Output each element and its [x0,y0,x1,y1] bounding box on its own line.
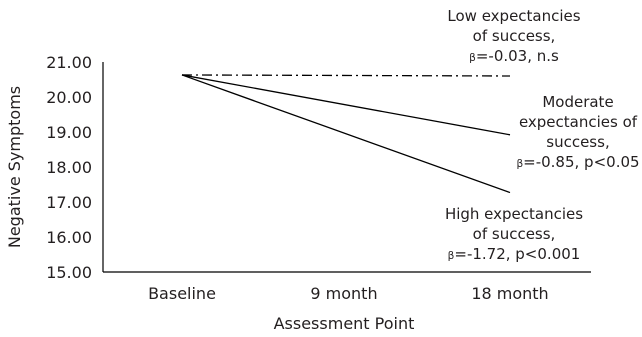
x-tick-label: Baseline [148,284,216,303]
series-annotation-3: High expectancies of success, β=-1.72, p<0… [445,205,583,263]
series-annotation-2: Moderate expectancies of success, β=-0.85, … [516,93,639,171]
axes: 15.00 16.00 17.00 18.00 19.00 20.00 21.00 Basel… [46,53,591,303]
series-line-1 [181,74,511,77]
y-tick-label: 16.00 [46,228,92,247]
y-tick-label: 21.00 [46,53,92,72]
y-tick-label: 15.00 [46,263,92,282]
y-axis-title: Negative Symptoms [5,86,24,248]
x-tick-label: 18 month [471,284,548,303]
series-annotations: Low expectancies of success, β=-0.03, n.s M… [445,7,640,263]
series-line-3 [181,74,511,194]
x-tick-label: 9 month [310,284,377,303]
series-line-2 [181,74,511,136]
y-tick-label: 17.00 [46,193,92,212]
y-tick-label: 19.00 [46,123,92,142]
y-tick-label: 20.00 [46,88,92,107]
x-axis-title: Assessment Point [274,314,415,333]
series-lines [181,74,511,194]
y-tick-label: 18.00 [46,158,92,177]
series-annotation-1: Low expectancies of success, β=-0.03, n.s [447,7,580,65]
